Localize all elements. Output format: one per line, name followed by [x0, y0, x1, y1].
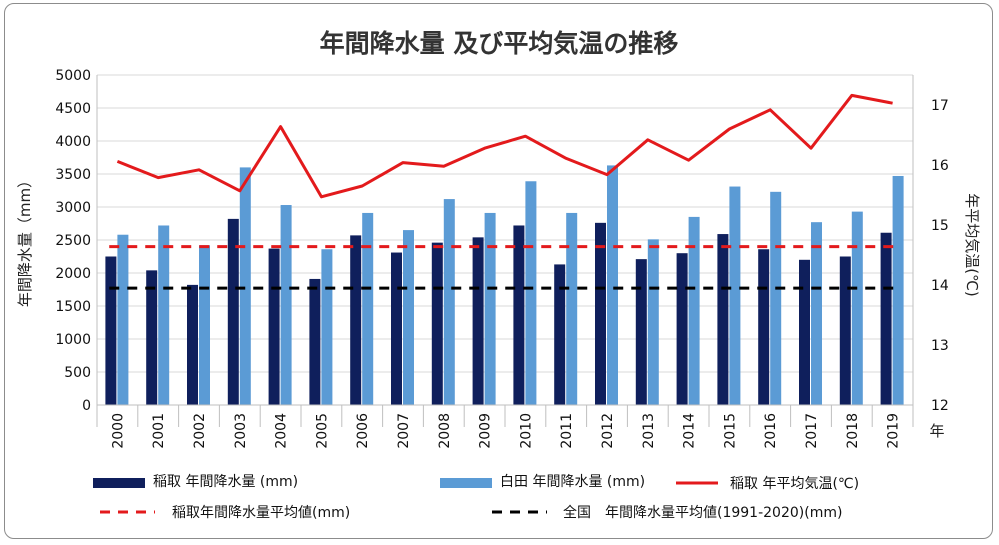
bar-shirata-precip: [525, 181, 537, 405]
y-tick-label: 5000: [55, 68, 91, 84]
x-tick-label: 2003: [233, 413, 249, 449]
bars: [105, 165, 904, 405]
bar-inatori-precip: [839, 256, 851, 405]
bar-shirata-precip: [280, 205, 292, 405]
bar-shirata-precip: [729, 186, 741, 405]
bar-shirata-precip: [607, 165, 618, 405]
x-tick-label: 2012: [600, 413, 616, 449]
bar-shirata-precip: [484, 212, 496, 405]
bar-inatori-precip: [227, 218, 239, 405]
legend-label: 稲取 年間降水量 (mm): [153, 474, 298, 490]
bar-shirata-precip: [158, 225, 170, 405]
y-tick-label: 0: [82, 398, 91, 414]
x-tick-label: 2007: [396, 413, 412, 449]
bar-inatori-precip: [472, 237, 484, 405]
x-tick-label: 2013: [641, 413, 657, 449]
axes: 0 500 1000 1500 2000 2500 3000 3500 4000 4500 5000…: [55, 68, 949, 449]
bar-inatori-precip: [187, 284, 198, 405]
x-axis-unit: 年: [929, 422, 944, 440]
y-tick-label: 4500: [55, 101, 91, 117]
grid: [97, 74, 913, 406]
x-tick-label: 2018: [845, 413, 861, 449]
bar-inatori-precip: [105, 256, 117, 405]
bar-shirata-precip: [239, 167, 251, 405]
y-tick-label: 4000: [55, 134, 91, 150]
bar-shirata-precip: [321, 249, 333, 405]
bar-inatori-precip: [431, 242, 443, 405]
y-tick-label: 3500: [55, 167, 91, 183]
x-tick-label: 2002: [192, 413, 208, 449]
bar-shirata-precip: [892, 175, 904, 405]
legend-label: 稲取年間降水量平均値(mm): [172, 505, 350, 521]
legend-swatch: [93, 478, 145, 488]
bar-inatori-precip: [554, 264, 566, 405]
bar-shirata-precip: [117, 234, 129, 405]
x-tick-label: 2019: [886, 413, 902, 449]
bar-shirata-precip: [443, 199, 455, 405]
x-tick-label: 2006: [355, 413, 371, 449]
y-tick-label: 500: [64, 365, 91, 381]
x-tick-label: 2016: [763, 413, 779, 449]
bar-inatori-precip: [880, 232, 892, 405]
y2-tick-label: 17: [931, 98, 949, 114]
x-tick-label: 2009: [478, 413, 494, 449]
bar-inatori-precip: [595, 222, 606, 405]
x-tick-label: 2015: [722, 413, 738, 449]
bar-shirata-precip: [566, 212, 578, 405]
bar-inatori-precip: [676, 253, 688, 405]
bar-shirata-precip: [688, 216, 700, 405]
bar-inatori-precip: [268, 248, 280, 405]
y-tick-label: 3000: [55, 200, 91, 216]
x-tick-label: 2000: [110, 413, 126, 449]
x-tick-label: 2017: [804, 413, 820, 449]
y-tick-label: 2500: [55, 233, 91, 249]
bar-inatori-precip: [309, 278, 321, 405]
bar-shirata-precip: [770, 191, 782, 405]
legend-swatch: [440, 478, 492, 488]
bar-shirata-precip: [811, 222, 822, 405]
lines: [109, 93, 901, 290]
y2-tick-label: 15: [931, 218, 949, 234]
legend-label: 全国 年間降水量平均値(1991-2020)(mm): [563, 504, 842, 521]
bar-shirata-precip: [362, 212, 374, 405]
legend: 稲取 年間降水量 (mm) 白田 年間降水量 (mm) 稲取 年平均気温(℃) 稲取年…: [93, 474, 859, 521]
bar-inatori-precip: [635, 259, 647, 405]
chart-title: 年間降水量 及び平均気温の推移: [320, 29, 679, 58]
x-tick-label: 2005: [314, 413, 330, 449]
y2-tick-label: 12: [931, 398, 949, 414]
bar-shirata-precip: [647, 239, 659, 405]
bar-shirata-precip: [851, 211, 863, 405]
bar-inatori-precip: [146, 270, 158, 405]
y2-tick-label: 13: [931, 338, 949, 354]
bar-shirata-precip: [403, 230, 414, 405]
y2-tick-label: 14: [931, 278, 949, 294]
x-tick-label: 2008: [437, 413, 453, 449]
bar-inatori-precip: [513, 225, 525, 405]
x-tick-label: 2004: [274, 413, 290, 449]
x-tick-label: 2010: [518, 413, 534, 449]
legend-label: 白田 年間降水量 (mm): [500, 474, 645, 490]
bar-inatori-precip: [350, 235, 362, 405]
y-axis-label: 年間降水量（mm）: [16, 173, 34, 307]
y-tick-label: 2000: [55, 266, 91, 282]
y-tick-label: 1000: [55, 332, 91, 348]
y-tick-label: 1500: [55, 299, 91, 315]
bar-inatori-precip: [717, 234, 729, 405]
temperature-line: [116, 93, 893, 199]
bar-inatori-precip: [799, 259, 810, 405]
bar-inatori-precip: [758, 249, 770, 405]
x-tick-label: 2001: [151, 413, 167, 449]
bar-shirata-precip: [199, 245, 210, 405]
y2-axis-label: 年平均気温(℃): [963, 193, 981, 297]
y2-tick-label: 16: [931, 158, 949, 174]
x-tick-label: 2011: [559, 413, 575, 449]
bar-inatori-precip: [391, 252, 402, 405]
legend-label: 稲取 年平均気温(℃): [730, 476, 859, 492]
x-tick-label: 2014: [682, 413, 698, 449]
